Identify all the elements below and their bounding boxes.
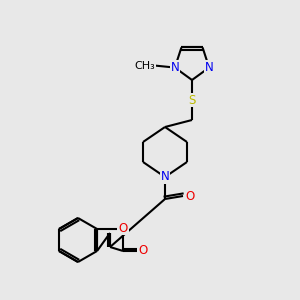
Text: O: O — [138, 244, 148, 257]
Text: S: S — [188, 94, 196, 106]
Text: O: O — [118, 221, 128, 235]
Text: N: N — [160, 170, 169, 184]
Text: CH₃: CH₃ — [134, 61, 155, 70]
Text: O: O — [185, 190, 195, 202]
Text: N: N — [170, 61, 179, 74]
Text: N: N — [205, 61, 214, 74]
